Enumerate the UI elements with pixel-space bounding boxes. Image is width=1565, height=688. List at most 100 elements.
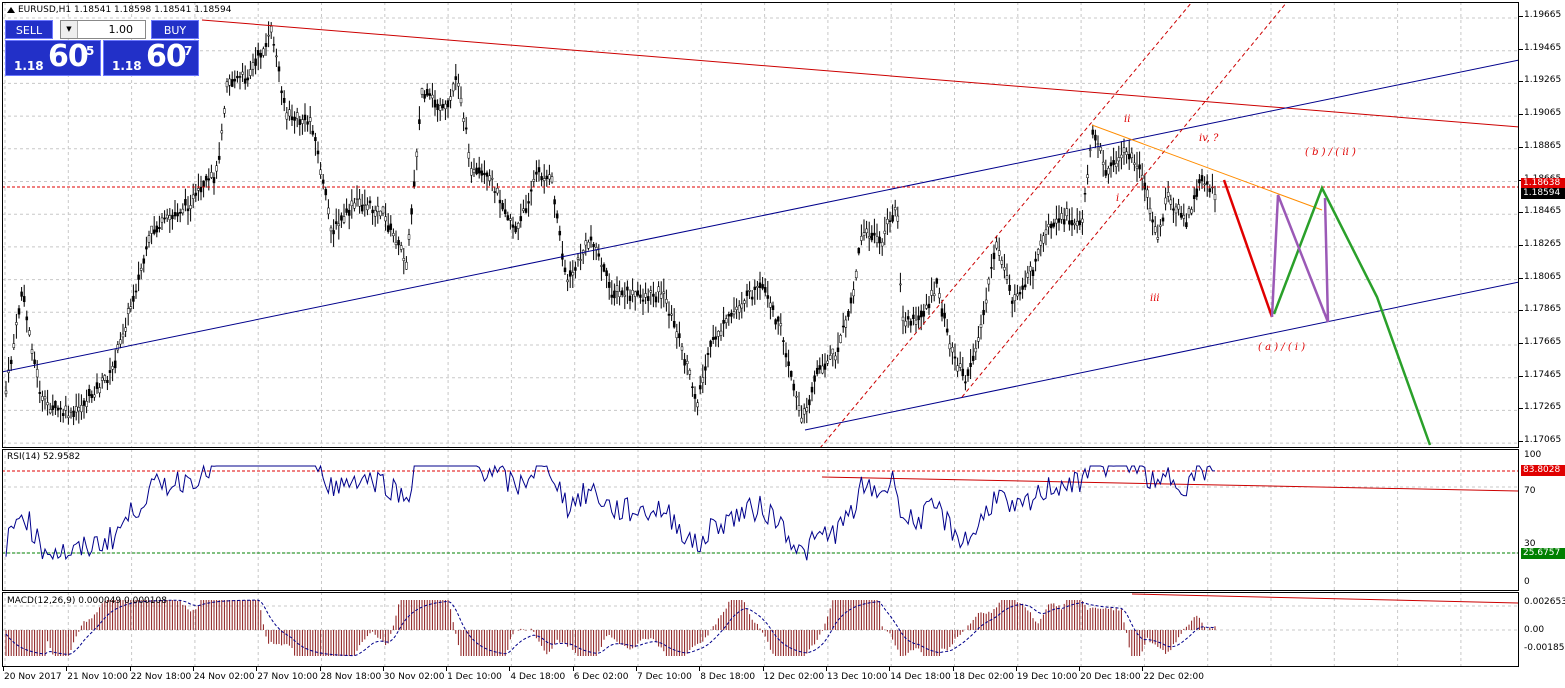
candle-body: [197, 188, 200, 191]
candle-body: [800, 417, 803, 423]
candle-body: [472, 169, 476, 173]
candle-body: [238, 76, 242, 78]
candle-body: [919, 310, 923, 318]
candle-body: [779, 323, 783, 327]
date-label: 24 Nov 02:00: [193, 672, 255, 682]
candle-body: [470, 168, 473, 176]
candle-body: [1021, 285, 1024, 290]
candle-body: [511, 224, 515, 228]
candle-body: [839, 335, 842, 343]
candle-body: [1031, 269, 1035, 276]
date-label: 7 Dec 10:00: [637, 672, 692, 682]
candle-body: [532, 179, 536, 182]
candle-body: [1166, 192, 1170, 197]
candle-body: [85, 401, 88, 407]
candle-body: [30, 349, 34, 354]
candle-body: [990, 267, 993, 269]
candle-body: [776, 316, 780, 322]
buy-button[interactable]: BUY: [151, 20, 199, 39]
collapse-triangle-icon[interactable]: [7, 7, 15, 13]
candle-body: [405, 261, 408, 270]
date-label: 6 Dec 02:00: [573, 672, 629, 682]
candle-body: [992, 252, 996, 260]
candle-body: [1161, 217, 1165, 222]
candle-body: [371, 209, 374, 214]
candle-body: [925, 304, 928, 309]
candle-body: [735, 306, 738, 310]
candle-body: [410, 208, 413, 215]
candle-body: [158, 227, 161, 230]
price-chart-pane[interactable]: [2, 2, 1519, 448]
sell-button[interactable]: SELL: [5, 20, 53, 39]
candle-body: [912, 314, 915, 320]
candle-body: [589, 236, 593, 241]
candle-body: [129, 306, 133, 310]
candle-body: [678, 333, 681, 339]
candle-body: [834, 355, 837, 361]
bid-price-tag: 1.18594: [1521, 188, 1565, 199]
candle-body: [878, 236, 881, 244]
candle-body: [1047, 224, 1050, 228]
candle-body: [220, 130, 224, 134]
fan-line-1: [820, 3, 1192, 447]
price-chart[interactable]: [2, 2, 1519, 448]
candle-body: [1010, 300, 1014, 304]
date-label: 30 Nov 02:00: [383, 672, 445, 682]
date-tick: [636, 667, 637, 671]
macd-pane[interactable]: [2, 592, 1519, 667]
rsi-pane[interactable]: [2, 449, 1519, 591]
candle-body: [467, 152, 471, 159]
candle-body: [815, 367, 819, 375]
candle-body: [1133, 162, 1136, 165]
candle-body: [740, 303, 744, 309]
date-label: 8 Dec 18:00: [700, 672, 756, 682]
candle-body: [1208, 188, 1212, 193]
price-scale-label: 1.19265: [1524, 75, 1562, 86]
candle-body: [873, 232, 876, 236]
candle-body: [20, 291, 23, 297]
candle-body: [207, 178, 211, 181]
candle-body: [792, 383, 796, 391]
candle-body: [215, 165, 218, 172]
candle-body: [67, 415, 70, 418]
candle-body: [150, 225, 153, 234]
candle-body: [1153, 226, 1157, 233]
candle-body: [1117, 157, 1121, 162]
candle-body: [1174, 206, 1178, 214]
lot-dropdown-icon[interactable]: ▼: [61, 21, 78, 38]
candle-body: [1099, 146, 1102, 151]
candle-body: [1120, 154, 1123, 159]
date-label: 4 Dec 18:00: [510, 672, 566, 682]
candle-body: [186, 208, 190, 212]
macd-scale-top: 0.002653: [1524, 597, 1565, 607]
resistance-trendline: [201, 19, 1518, 128]
candle-body: [607, 281, 611, 288]
candle-body: [958, 363, 962, 368]
candle-body: [865, 228, 868, 234]
candle-body: [25, 316, 29, 321]
date-label: 22 Nov 18:00: [130, 672, 192, 682]
sell-price-button[interactable]: 1.18 60 5: [5, 39, 101, 76]
candle-body: [1081, 218, 1084, 223]
candle-body: [1008, 284, 1011, 291]
candle-body: [1172, 208, 1175, 211]
candle-body: [826, 360, 829, 364]
candle-body: [210, 172, 213, 178]
candle-body: [163, 217, 166, 220]
candle-body: [896, 215, 900, 222]
buy-price-button[interactable]: 1.18 60 7: [103, 39, 199, 76]
candle-body: [1036, 249, 1040, 255]
candle-body: [301, 119, 304, 124]
candle-body: [415, 151, 419, 157]
orange-trendline: [1091, 124, 1323, 211]
candle-body: [1013, 294, 1017, 301]
candle-body: [113, 360, 117, 369]
buy-price-small: 1.18: [112, 59, 142, 73]
candle-body: [761, 284, 764, 289]
candle-body: [1203, 183, 1206, 186]
lot-size-input[interactable]: ▼ 1.00: [60, 20, 146, 39]
candle-body: [914, 319, 918, 325]
candle-body: [285, 112, 289, 120]
candle-body: [1039, 240, 1043, 246]
candle-body: [891, 215, 894, 222]
